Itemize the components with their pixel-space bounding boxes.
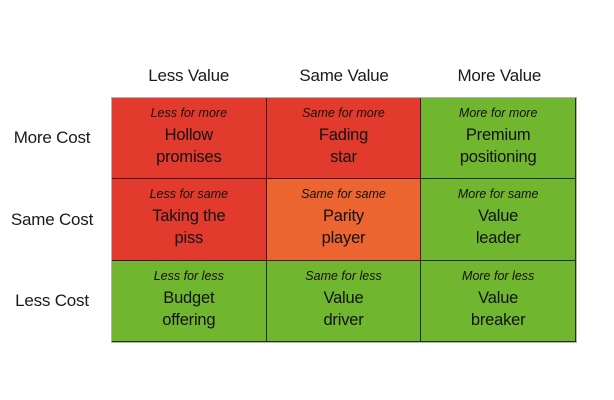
cell-caption: More for same	[457, 187, 539, 202]
row-header-less-cost: Less Cost	[15, 291, 89, 310]
column-header-same-value: Same Value	[299, 66, 389, 85]
cell-label: Fading star	[318, 126, 369, 166]
cell-taking-the-piss: Less for same Taking the piss	[112, 179, 267, 261]
column-header-more-value: More Value	[457, 66, 542, 85]
cell-label: Hollow promises	[156, 126, 222, 166]
cell-caption: Same for less	[305, 268, 382, 283]
cell-label: Premium positioning	[459, 126, 537, 166]
cell-caption: Less for less	[153, 268, 224, 283]
column-headers: Less Value Same Value More Value	[111, 58, 577, 86]
cell-label: Taking the piss	[152, 207, 226, 248]
cell-caption: Less for more	[150, 106, 228, 120]
cell-label: Value leader	[475, 207, 521, 248]
column-header-less-value: Less Value	[148, 66, 230, 85]
cell-budget-offering: Less for less Budget offering	[112, 260, 267, 342]
row-header-same-cost: Same Cost	[10, 210, 94, 229]
cell-label: Parity player	[321, 207, 366, 248]
cell-parity-player: Same for same Parity player	[266, 179, 422, 261]
cell-caption: Same for same	[301, 187, 386, 202]
cell-label: Budget offering	[162, 288, 216, 329]
cell-caption: More for more	[458, 106, 538, 120]
row-header-more-cost: More Cost	[13, 128, 91, 147]
cell-premium-positioning: More for more Premium positioning	[421, 98, 576, 180]
cell-label: Value breaker	[470, 288, 526, 329]
matrix-grid: Less for more Hollow promises Same for m…	[111, 97, 577, 343]
cell-value-leader: More for same Value leader	[421, 179, 576, 261]
cell-value-breaker: More for less Value breaker	[421, 260, 576, 342]
cell-fading-star: Same for more Fading star	[266, 98, 422, 180]
cell-caption: Less for same	[149, 187, 229, 202]
cell-label: Value driver	[323, 288, 364, 329]
cell-hollow-promises: Less for more Hollow promises	[112, 98, 267, 180]
cell-caption: More for less	[462, 268, 535, 283]
cell-caption: Same for more	[302, 106, 385, 120]
cell-value-driver: Same for less Value driver	[266, 260, 422, 342]
